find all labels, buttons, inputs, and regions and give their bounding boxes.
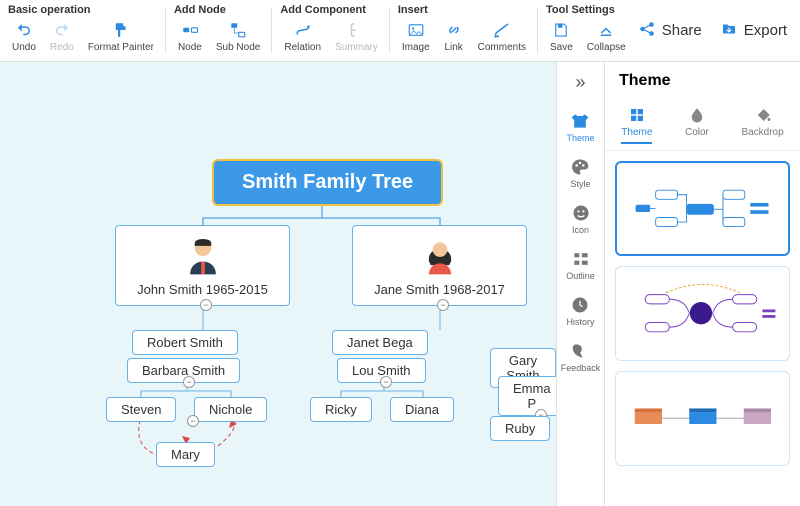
tshirt-icon bbox=[570, 111, 590, 131]
feedback-icon bbox=[571, 341, 591, 361]
tab-backdrop[interactable]: Backdrop bbox=[741, 106, 783, 144]
node-ruby[interactable]: Ruby bbox=[490, 416, 550, 441]
right-panel: Theme Theme Color Backdrop bbox=[604, 62, 800, 506]
collapse-badge[interactable]: − bbox=[183, 376, 195, 388]
relation-icon bbox=[293, 20, 313, 40]
group-title-add-component: Add Component bbox=[280, 4, 382, 16]
save-icon bbox=[551, 20, 571, 40]
summary-icon bbox=[346, 20, 366, 40]
rail-collapse-button[interactable]: » bbox=[575, 72, 585, 93]
node-diana[interactable]: Diana bbox=[390, 397, 454, 422]
group-tool-settings: Tool Settings Save Collapse bbox=[538, 0, 638, 61]
export-button[interactable]: Export bbox=[720, 20, 787, 42]
clock-icon bbox=[570, 295, 590, 315]
grid-icon bbox=[628, 106, 646, 124]
format-painter-icon bbox=[111, 20, 131, 40]
toolbar-right: Share Export bbox=[638, 0, 800, 61]
redo-icon bbox=[52, 20, 72, 40]
node-icon bbox=[180, 20, 200, 40]
canvas[interactable]: Smith Family Tree John Smith 1965-2015 −… bbox=[0, 62, 556, 506]
export-icon bbox=[720, 20, 738, 42]
tab-color[interactable]: Color bbox=[685, 106, 709, 144]
droplet-icon bbox=[688, 106, 706, 124]
panel-tabs: Theme Color Backdrop bbox=[605, 100, 800, 151]
relation-button[interactable]: Relation bbox=[280, 18, 325, 55]
node-robert[interactable]: Robert Smith bbox=[132, 330, 238, 355]
group-insert: Insert Image Link Comments bbox=[390, 0, 538, 61]
node-lou[interactable]: Lou Smith − bbox=[337, 358, 426, 383]
rail-feedback[interactable]: Feedback bbox=[561, 341, 601, 373]
group-add-component: Add Component Relation Summary bbox=[272, 0, 390, 61]
summary-button[interactable]: Summary bbox=[331, 18, 382, 55]
comment-icon bbox=[492, 20, 512, 40]
person-node-john[interactable]: John Smith 1965-2015 − bbox=[115, 225, 290, 306]
share-button[interactable]: Share bbox=[638, 20, 702, 42]
image-icon bbox=[406, 20, 426, 40]
right-rail: » Theme Style Icon Outline History Feedb… bbox=[556, 62, 604, 506]
collapse-badge[interactable]: − bbox=[380, 376, 392, 388]
group-title-add-node: Add Node bbox=[174, 4, 264, 16]
redo-button[interactable]: Redo bbox=[46, 18, 78, 55]
tab-theme[interactable]: Theme bbox=[621, 106, 652, 144]
node-emma[interactable]: Emma P − bbox=[498, 376, 556, 416]
collapse-icon bbox=[596, 20, 616, 40]
collapse-badge[interactable]: − bbox=[437, 299, 449, 311]
group-basic: Basic operation Undo Redo Format Painter bbox=[0, 0, 166, 61]
format-painter-button[interactable]: Format Painter bbox=[84, 18, 158, 55]
female-avatar-icon bbox=[418, 234, 462, 278]
save-button[interactable]: Save bbox=[546, 18, 577, 55]
insert-image-button[interactable]: Image bbox=[398, 18, 434, 55]
subnode-icon bbox=[228, 20, 248, 40]
node-barbara[interactable]: Barbara Smith − bbox=[127, 358, 240, 383]
smiley-icon bbox=[571, 203, 591, 223]
share-icon bbox=[638, 20, 656, 42]
node-janet[interactable]: Janet Bega bbox=[332, 330, 428, 355]
theme-preview-3[interactable] bbox=[615, 371, 790, 466]
add-subnode-button[interactable]: Sub Node bbox=[212, 18, 264, 55]
male-avatar-icon bbox=[181, 234, 225, 278]
theme-preview-2[interactable] bbox=[615, 266, 790, 361]
rail-theme[interactable]: Theme bbox=[566, 111, 594, 143]
group-title-basic: Basic operation bbox=[8, 4, 158, 16]
palette-icon bbox=[570, 157, 590, 177]
undo-button[interactable]: Undo bbox=[8, 18, 40, 55]
collapse-button[interactable]: Collapse bbox=[583, 18, 630, 55]
person-node-jane[interactable]: Jane Smith 1968-2017 − bbox=[352, 225, 527, 306]
collapse-badge[interactable]: − bbox=[187, 415, 199, 427]
undo-icon bbox=[14, 20, 34, 40]
add-node-button[interactable]: Node bbox=[174, 18, 206, 55]
insert-link-button[interactable]: Link bbox=[440, 18, 468, 55]
rail-history[interactable]: History bbox=[566, 295, 594, 327]
insert-comments-button[interactable]: Comments bbox=[474, 18, 530, 55]
node-ricky[interactable]: Ricky bbox=[310, 397, 372, 422]
collapse-badge[interactable]: − bbox=[200, 299, 212, 311]
theme-list bbox=[605, 151, 800, 476]
theme-preview-1[interactable] bbox=[615, 161, 790, 256]
link-icon bbox=[444, 20, 464, 40]
rail-icon[interactable]: Icon bbox=[571, 203, 591, 235]
group-add-node: Add Node Node Sub Node bbox=[166, 0, 272, 61]
group-title-insert: Insert bbox=[398, 4, 530, 16]
panel-title: Theme bbox=[605, 62, 800, 100]
rail-outline[interactable]: Outline bbox=[566, 249, 595, 281]
root-node[interactable]: Smith Family Tree bbox=[212, 159, 443, 206]
outline-icon bbox=[571, 249, 591, 269]
node-mary[interactable]: Mary bbox=[156, 442, 215, 467]
group-title-tool-settings: Tool Settings bbox=[546, 4, 630, 16]
rail-style[interactable]: Style bbox=[570, 157, 590, 189]
node-nichole[interactable]: Nichole − bbox=[194, 397, 267, 422]
node-steven[interactable]: Steven bbox=[106, 397, 176, 422]
toolbar: Basic operation Undo Redo Format Painter… bbox=[0, 0, 800, 62]
bucket-icon bbox=[754, 106, 772, 124]
